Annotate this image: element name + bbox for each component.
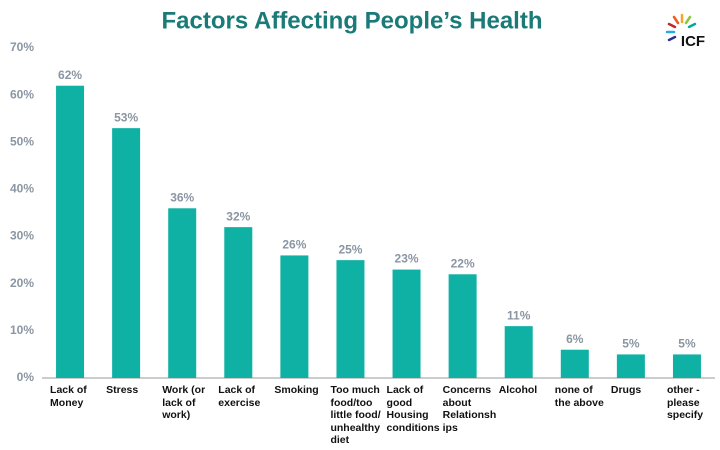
x-tick-label: Work (or lack of work) xyxy=(162,384,206,421)
value-label: 32% xyxy=(226,209,250,223)
bar xyxy=(336,260,365,378)
value-label: 23% xyxy=(395,252,419,266)
bar xyxy=(56,85,85,378)
bar xyxy=(280,255,309,378)
y-tick-label: 50% xyxy=(10,134,34,148)
bar xyxy=(504,326,533,378)
y-tick-label: 20% xyxy=(10,276,34,290)
value-label: 5% xyxy=(678,337,696,351)
bar xyxy=(392,269,421,378)
y-tick-label: 0% xyxy=(17,370,35,384)
x-tick-label: Lack of exercise xyxy=(218,384,261,409)
x-tick-label: Alcohol xyxy=(498,384,538,396)
x-tick-label: other - please specify xyxy=(666,384,704,421)
y-tick-label: 40% xyxy=(10,182,34,196)
x-tick-label: Too much food/too little food/ unhealthy… xyxy=(330,384,381,446)
value-label: 36% xyxy=(170,190,194,204)
x-tick-label: Drugs xyxy=(610,384,642,396)
x-tick-label: none of the above xyxy=(554,384,604,409)
bar xyxy=(112,128,141,378)
value-label: 11% xyxy=(507,308,531,322)
bar xyxy=(616,354,645,378)
y-tick-label: 10% xyxy=(10,323,34,337)
bar xyxy=(672,354,701,378)
value-label: 53% xyxy=(114,110,138,124)
y-tick-label: 60% xyxy=(10,87,34,101)
x-tick-label: Lack of good Housing conditions xyxy=(386,384,440,434)
bar xyxy=(560,349,589,378)
bar xyxy=(168,208,197,378)
x-tick-label: Smoking xyxy=(274,384,319,396)
chart-title: Factors Affecting People’s Health xyxy=(162,7,543,34)
value-label: 6% xyxy=(566,332,584,346)
y-tick-label: 70% xyxy=(10,40,34,54)
value-label: 25% xyxy=(338,242,362,256)
x-tick-label: Lack of Money xyxy=(50,384,87,409)
x-tick-label: Concerns about Relationships xyxy=(442,384,497,434)
bar xyxy=(224,227,253,378)
logo-rays xyxy=(665,13,697,42)
value-label: 22% xyxy=(451,256,475,270)
bar xyxy=(448,274,477,378)
logo-text: ICF xyxy=(681,33,705,50)
x-tick-label: Stress xyxy=(106,384,139,396)
value-label: 5% xyxy=(622,337,640,351)
y-tick-label: 30% xyxy=(10,229,34,243)
value-label: 26% xyxy=(282,238,306,252)
value-label: 62% xyxy=(58,68,82,82)
